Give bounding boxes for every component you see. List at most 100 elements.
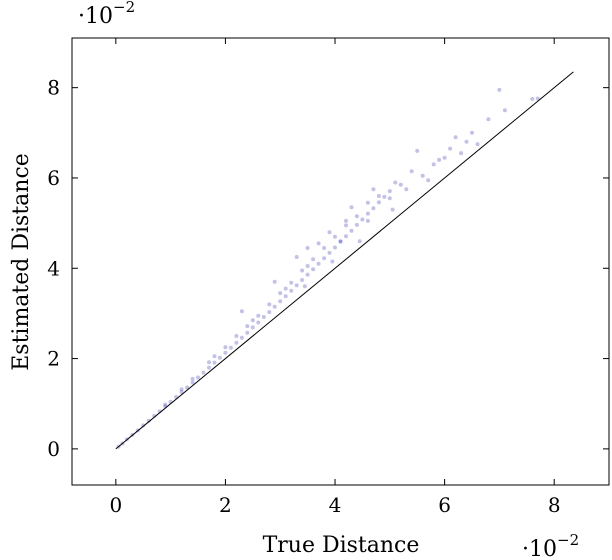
data-point (267, 302, 272, 307)
data-point (294, 255, 299, 259)
x-tick-label: 8 (548, 493, 561, 517)
data-points (116, 87, 540, 449)
data-point (344, 223, 348, 228)
x-axis-label: True Distance (263, 533, 420, 558)
data-point (234, 340, 239, 345)
data-point (357, 239, 362, 244)
data-point (365, 211, 370, 216)
data-point (305, 246, 310, 250)
data-point (475, 142, 480, 147)
data-point (316, 241, 321, 246)
y-tick-label: 0 (47, 437, 60, 461)
data-point (311, 267, 316, 272)
data-point (234, 334, 239, 338)
data-point (322, 246, 327, 250)
data-point (239, 309, 244, 314)
y-tick-label: 6 (47, 166, 60, 190)
data-point (360, 217, 365, 222)
data-point (502, 108, 507, 113)
data-point (294, 283, 299, 288)
data-point (376, 194, 381, 198)
data-point (278, 291, 283, 296)
y-tick-label: 2 (47, 347, 60, 371)
data-point (146, 418, 151, 423)
x-tick-label: 6 (438, 493, 451, 517)
y-axis-multiplier: ·10−2 (78, 0, 135, 29)
x-tick-label: 2 (219, 493, 232, 517)
data-point (245, 324, 250, 329)
data-point (415, 148, 420, 153)
data-point (371, 187, 376, 192)
data-point (442, 155, 447, 160)
x-multiplier-exponent: −2 (557, 531, 579, 549)
data-point (448, 146, 453, 151)
data-point (453, 135, 458, 140)
data-point (390, 207, 395, 212)
data-point (387, 189, 392, 194)
data-point (300, 268, 305, 273)
data-point (212, 354, 217, 359)
data-point (431, 162, 436, 167)
data-point (179, 387, 184, 392)
data-point (426, 178, 431, 183)
data-point (305, 272, 310, 277)
data-point (185, 385, 190, 390)
data-point (327, 250, 332, 255)
data-point (349, 228, 354, 233)
data-point (365, 218, 370, 223)
data-point (289, 288, 294, 293)
data-point (338, 239, 343, 244)
data-point (207, 360, 211, 365)
data-point (289, 280, 294, 285)
data-point (354, 214, 359, 219)
data-point (327, 230, 332, 235)
x-tick-label: 0 (109, 493, 122, 517)
data-point (141, 423, 146, 428)
data-point (382, 194, 387, 199)
data-point (333, 245, 337, 250)
data-point (311, 257, 316, 262)
x-axis-multiplier: ·10−2 (522, 531, 579, 560)
data-point (404, 187, 409, 192)
data-point (190, 380, 195, 385)
data-point (283, 286, 288, 291)
data-point (302, 284, 307, 289)
data-point (245, 330, 250, 335)
plot-frame (71, 37, 610, 486)
data-point (256, 313, 261, 318)
data-point (272, 279, 277, 284)
data-point (250, 318, 255, 323)
axis-ticks: 0 2 4 6 8 0 2 4 6 8 (47, 38, 609, 517)
data-point (459, 151, 464, 156)
data-point (349, 205, 354, 210)
data-point (228, 345, 233, 350)
data-point (535, 96, 540, 101)
data-point (338, 239, 343, 244)
data-point (344, 218, 348, 223)
data-point (212, 360, 217, 365)
data-point (283, 294, 288, 299)
data-point (497, 87, 502, 92)
y-tick-label: 4 (47, 256, 60, 280)
data-point (486, 117, 491, 122)
y-multiplier-base: ·10 (78, 4, 113, 29)
reference-line (115, 71, 574, 450)
data-point (223, 350, 228, 355)
data-point (333, 234, 337, 239)
data-point (256, 320, 261, 325)
data-point (398, 182, 403, 187)
y-axis-label: Estimated Distance (9, 153, 34, 371)
data-point (354, 222, 359, 227)
data-point (179, 390, 184, 394)
data-point (196, 375, 200, 380)
data-point (371, 206, 376, 211)
data-point (387, 196, 392, 201)
data-point (437, 157, 442, 162)
data-point (344, 234, 348, 239)
data-point (272, 304, 277, 309)
data-point (217, 355, 222, 360)
data-point (330, 259, 335, 264)
data-point (470, 130, 474, 135)
data-point (305, 264, 310, 268)
